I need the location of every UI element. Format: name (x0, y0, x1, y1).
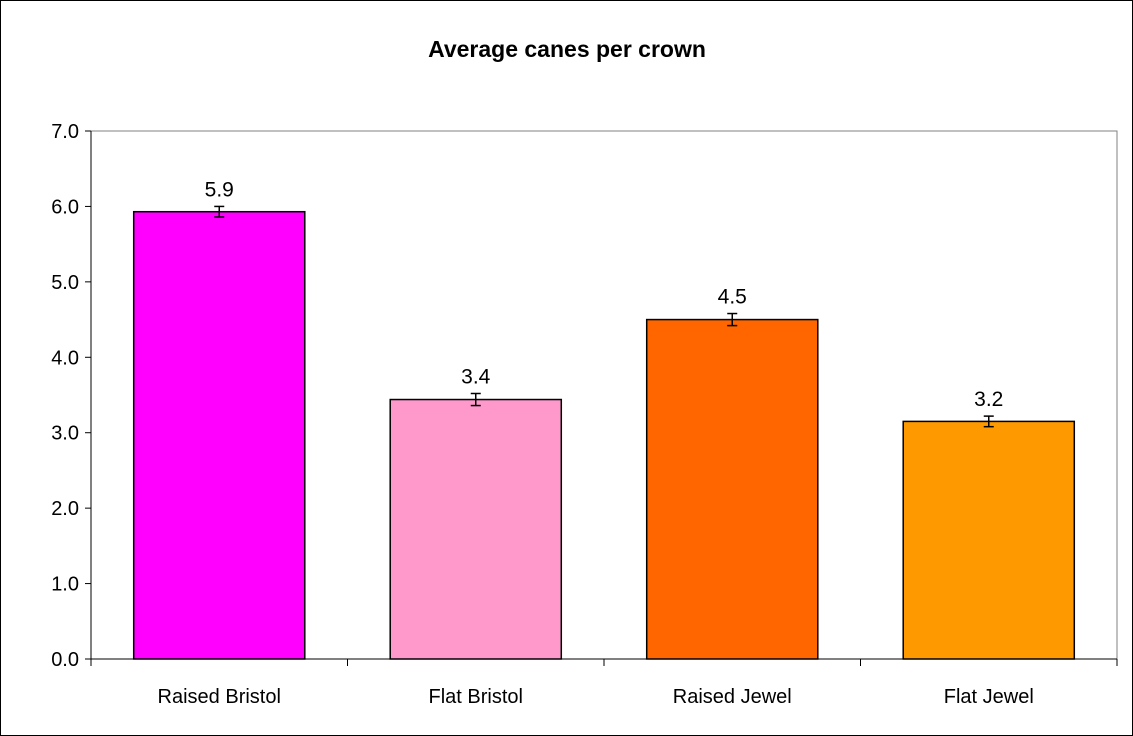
data-label: 3.4 (461, 365, 491, 388)
y-tick-label: 2.0 (51, 498, 79, 520)
chart-title: Average canes per crown (428, 36, 706, 62)
y-tick-label: 7.0 (51, 121, 79, 143)
bar-raised-bristol (132, 210, 306, 660)
x-tick-label: Flat Bristol (429, 686, 523, 708)
data-label: 3.2 (974, 388, 1003, 411)
y-tick-label: 6.0 (51, 196, 79, 218)
bar-flat-jewel (902, 420, 1076, 660)
bar-flat-bristol (389, 398, 563, 660)
y-tick-label: 5.0 (51, 272, 79, 294)
data-label: 4.5 (718, 286, 747, 309)
bars (132, 205, 1076, 660)
y-tick-label: 3.0 (51, 423, 79, 445)
data-label: 5.9 (205, 178, 234, 201)
axes (85, 130, 1118, 666)
y-tick-label: 1.0 (51, 574, 79, 596)
y-tick-label: 0.0 (51, 649, 79, 671)
labels: 0.0 1.0 2.0 3.0 4.0 5.0 6.0 7.0 5.9 Raised Bristo… (51, 121, 1034, 708)
x-tick-label: Raised Jewel (673, 686, 792, 708)
bar-raised-jewel (645, 318, 819, 660)
x-tick-label: Raised Bristol (158, 686, 281, 708)
y-tick-label: 4.0 (51, 347, 79, 369)
x-tick-label: Flat Jewel (944, 686, 1034, 708)
